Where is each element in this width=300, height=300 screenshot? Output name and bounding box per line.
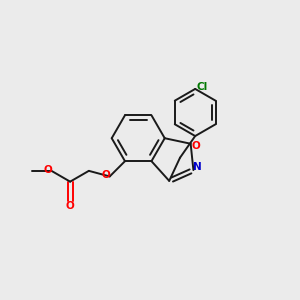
Text: O: O [43, 165, 52, 175]
Text: O: O [66, 201, 74, 211]
Text: Cl: Cl [196, 82, 208, 92]
Text: O: O [191, 141, 200, 151]
Text: O: O [101, 170, 110, 181]
Text: N: N [193, 162, 202, 172]
